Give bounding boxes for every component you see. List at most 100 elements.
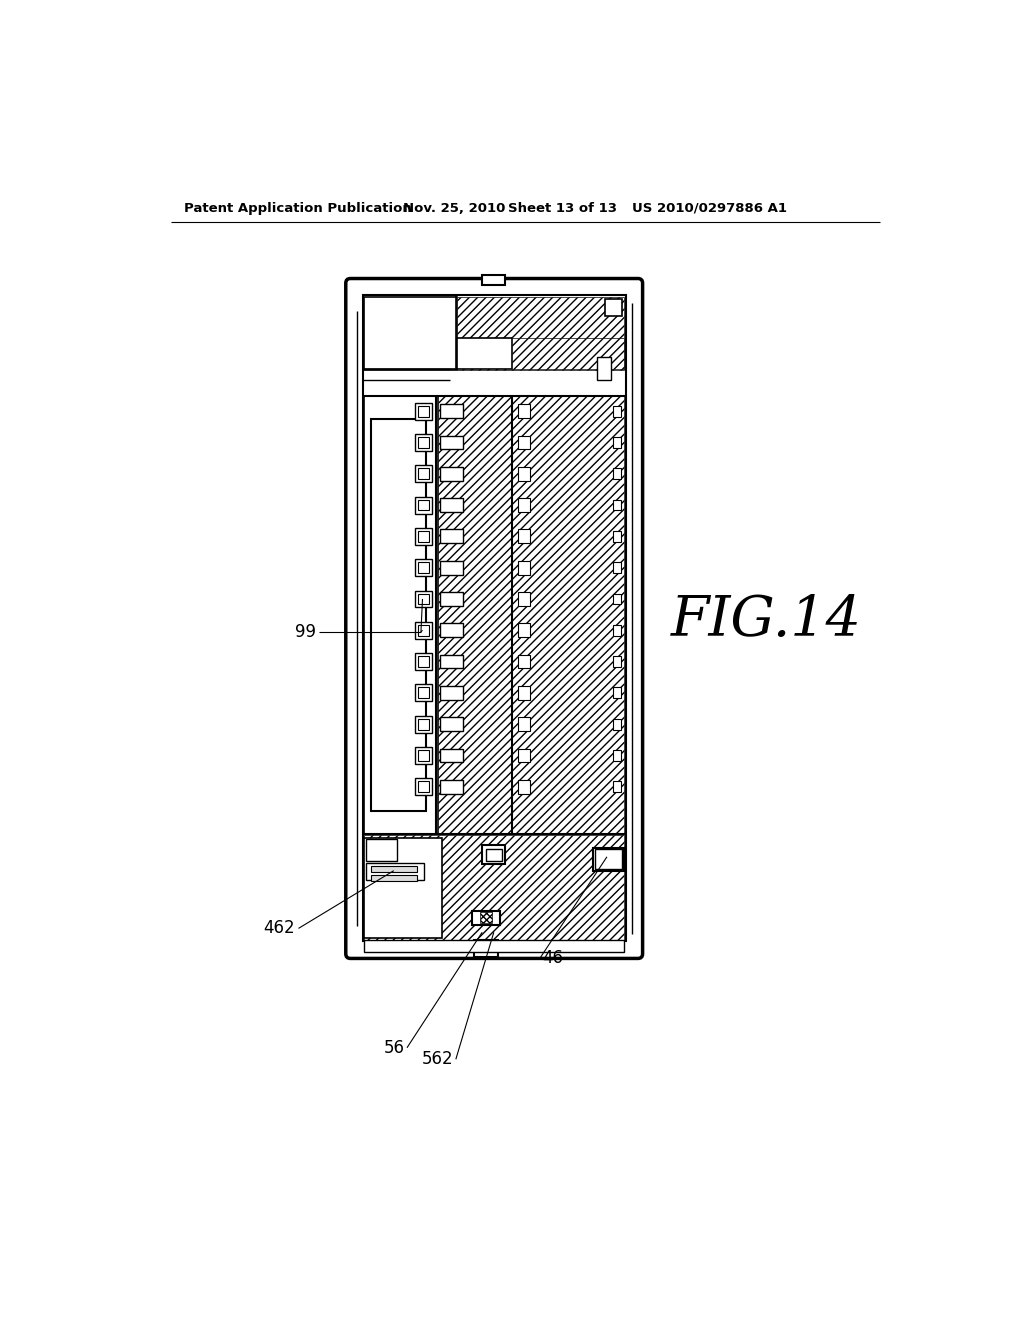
Bar bbox=[518, 593, 530, 606]
Bar bbox=[415, 560, 432, 576]
Bar bbox=[512, 396, 624, 834]
Bar bbox=[439, 404, 463, 418]
FancyBboxPatch shape bbox=[346, 279, 643, 958]
Bar bbox=[474, 940, 498, 957]
Bar bbox=[613, 562, 621, 573]
Bar bbox=[415, 528, 432, 545]
Text: 562: 562 bbox=[422, 1051, 454, 1068]
Bar bbox=[518, 529, 530, 544]
Bar bbox=[518, 686, 530, 700]
Bar bbox=[365, 297, 458, 370]
Bar bbox=[613, 500, 621, 511]
Bar bbox=[593, 847, 624, 871]
Bar bbox=[518, 780, 530, 793]
Text: 99: 99 bbox=[295, 623, 315, 642]
Text: Patent Application Publication: Patent Application Publication bbox=[183, 202, 412, 215]
Bar bbox=[415, 622, 432, 639]
Bar bbox=[415, 590, 432, 607]
Bar bbox=[613, 781, 621, 792]
Bar bbox=[418, 437, 429, 447]
Bar bbox=[518, 717, 530, 731]
Bar bbox=[518, 748, 530, 763]
Bar bbox=[439, 717, 463, 731]
Bar bbox=[415, 747, 432, 764]
Bar bbox=[613, 469, 621, 479]
Bar bbox=[415, 715, 432, 733]
Bar bbox=[362, 296, 626, 941]
Bar bbox=[415, 684, 432, 701]
Bar bbox=[365, 396, 438, 834]
Bar bbox=[604, 300, 622, 317]
Bar bbox=[439, 498, 463, 512]
Bar bbox=[418, 656, 429, 667]
Text: FIG.14: FIG.14 bbox=[671, 593, 861, 648]
Bar bbox=[518, 498, 530, 512]
Bar bbox=[366, 863, 424, 880]
Bar bbox=[418, 781, 429, 792]
Bar bbox=[439, 529, 463, 544]
Bar bbox=[439, 436, 463, 449]
Bar bbox=[595, 849, 623, 869]
Bar bbox=[518, 404, 530, 418]
Bar bbox=[439, 748, 463, 763]
Bar bbox=[613, 405, 621, 417]
Text: Sheet 13 of 13: Sheet 13 of 13 bbox=[508, 202, 616, 215]
Bar bbox=[415, 403, 432, 420]
Bar bbox=[418, 469, 429, 479]
Text: 56: 56 bbox=[384, 1039, 404, 1057]
Bar bbox=[613, 437, 621, 447]
Bar bbox=[371, 874, 417, 880]
Bar bbox=[597, 358, 611, 380]
Bar bbox=[482, 276, 506, 285]
Bar bbox=[415, 779, 432, 795]
Bar bbox=[518, 561, 530, 574]
Text: US 2010/0297886 A1: US 2010/0297886 A1 bbox=[632, 202, 786, 215]
Bar bbox=[439, 780, 463, 793]
Bar bbox=[366, 840, 397, 861]
Bar bbox=[439, 561, 463, 574]
Bar bbox=[418, 500, 429, 511]
Bar bbox=[418, 719, 429, 730]
Bar bbox=[418, 750, 429, 760]
Bar bbox=[418, 562, 429, 573]
Bar bbox=[415, 434, 432, 451]
Bar bbox=[613, 624, 621, 636]
Text: 46: 46 bbox=[543, 949, 563, 966]
Bar bbox=[613, 688, 621, 698]
Bar bbox=[415, 466, 432, 482]
Bar bbox=[365, 837, 442, 937]
Text: 462: 462 bbox=[263, 920, 295, 937]
Bar bbox=[439, 623, 463, 638]
Bar bbox=[512, 338, 624, 368]
Bar bbox=[371, 418, 426, 810]
Bar bbox=[518, 623, 530, 638]
Bar bbox=[418, 594, 429, 605]
Bar bbox=[613, 531, 621, 541]
Bar bbox=[518, 655, 530, 668]
Bar bbox=[613, 594, 621, 605]
Bar bbox=[472, 911, 500, 924]
Bar bbox=[482, 845, 506, 865]
Bar bbox=[418, 405, 429, 417]
Bar bbox=[518, 467, 530, 480]
Bar bbox=[458, 297, 624, 370]
Bar bbox=[418, 624, 429, 636]
Bar bbox=[439, 655, 463, 668]
Bar bbox=[613, 750, 621, 760]
Bar bbox=[365, 836, 624, 941]
Bar bbox=[418, 688, 429, 698]
Bar bbox=[613, 656, 621, 667]
Bar bbox=[613, 719, 621, 730]
Bar bbox=[458, 338, 512, 368]
Bar bbox=[418, 531, 429, 541]
Bar bbox=[486, 849, 502, 861]
Bar bbox=[439, 686, 463, 700]
Bar bbox=[415, 653, 432, 671]
Text: Nov. 25, 2010: Nov. 25, 2010 bbox=[403, 202, 506, 215]
Bar bbox=[480, 912, 493, 923]
Bar bbox=[415, 496, 432, 513]
Bar bbox=[438, 396, 512, 834]
Bar bbox=[365, 940, 624, 952]
Bar bbox=[439, 593, 463, 606]
Bar bbox=[371, 866, 417, 873]
